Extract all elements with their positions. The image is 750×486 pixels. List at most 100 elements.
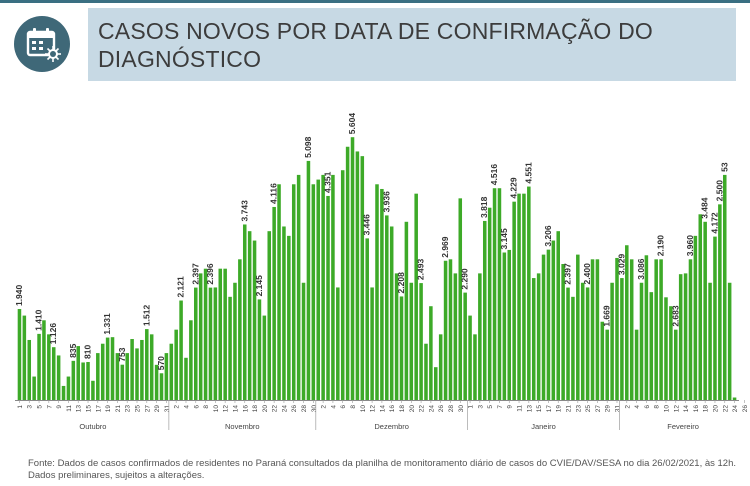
data-label: 2.145	[254, 275, 264, 297]
bar	[213, 287, 218, 400]
x-tick-label: 17	[546, 405, 553, 413]
bar	[473, 334, 477, 400]
bar	[703, 221, 707, 400]
bar	[375, 184, 379, 400]
top-border	[0, 0, 750, 3]
bar	[404, 221, 409, 400]
bar	[478, 273, 482, 400]
data-label: 2.208	[396, 272, 406, 294]
data-label: 835	[68, 343, 78, 357]
x-tick-label: 22	[272, 405, 279, 413]
x-tick-label: 9	[507, 405, 514, 409]
bar	[571, 296, 575, 400]
bar	[502, 252, 507, 400]
x-tick-label: 26	[291, 405, 298, 413]
data-label: 810	[83, 345, 93, 359]
x-tick-label: 10	[360, 405, 367, 413]
data-label: 2.683	[670, 305, 680, 327]
bar	[600, 321, 605, 400]
data-label: 1.940	[14, 284, 24, 306]
data-label: 2.121	[176, 276, 186, 298]
bar	[326, 195, 330, 400]
bar	[389, 226, 394, 400]
data-label: 4.551	[523, 162, 533, 184]
bar	[659, 259, 663, 400]
bar	[120, 364, 125, 400]
bar	[683, 273, 688, 400]
data-label: 2.500	[714, 180, 724, 202]
x-tick-label: 5	[487, 405, 494, 409]
bar	[482, 220, 487, 400]
data-label: 2.396	[205, 263, 215, 285]
bar	[507, 249, 512, 400]
bar	[184, 357, 188, 400]
x-tick-label: 26	[438, 405, 445, 413]
x-tick-label: 5	[37, 405, 44, 409]
bar	[453, 273, 458, 400]
bar	[198, 273, 203, 400]
bar	[561, 264, 565, 400]
bar	[434, 367, 438, 400]
x-tick-label: 30	[458, 405, 465, 413]
calendar-virus-icon	[14, 16, 70, 72]
x-tick-label: 20	[262, 405, 269, 413]
bar	[580, 282, 585, 400]
bar	[311, 184, 316, 400]
bar	[233, 282, 237, 400]
bar	[512, 201, 516, 400]
x-tick-label: 6	[644, 405, 651, 409]
bar	[96, 353, 100, 400]
bar	[639, 282, 644, 400]
x-tick-label: 8	[654, 405, 661, 409]
bar	[247, 231, 252, 400]
bar	[154, 364, 159, 400]
bar	[610, 282, 614, 400]
x-tick-label: 28	[301, 405, 308, 413]
x-tick-label: 9	[56, 405, 63, 409]
x-tick-label: 29	[154, 405, 161, 413]
bar	[605, 329, 609, 400]
x-tick-label: 8	[203, 405, 210, 409]
x-tick-label: 27	[144, 405, 151, 413]
x-tick-label: 20	[712, 405, 719, 413]
data-label: 1.410	[34, 309, 44, 331]
x-tick-label: 23	[575, 405, 582, 413]
bar	[664, 297, 668, 400]
x-tick-label: 31	[615, 405, 622, 413]
x-tick-label: 10	[663, 405, 670, 413]
data-label: 3.936	[381, 191, 391, 213]
bar	[257, 299, 262, 400]
bar	[238, 259, 242, 400]
data-label: 3.960	[685, 235, 695, 257]
bar	[370, 287, 374, 400]
bar	[590, 259, 595, 400]
bar	[399, 296, 404, 400]
bar	[536, 273, 541, 400]
bar	[634, 329, 639, 400]
bar	[522, 193, 526, 400]
x-tick-label: 25	[135, 405, 142, 413]
x-tick-label: 16	[389, 405, 396, 413]
x-tick-label: 4	[634, 405, 641, 409]
data-label: 4.351	[323, 171, 333, 193]
x-tick-label: 15	[86, 405, 93, 413]
x-tick-label: 4	[330, 405, 337, 409]
bar	[385, 215, 389, 400]
data-label: 3.484	[700, 197, 710, 219]
bar	[203, 268, 208, 400]
bar	[443, 260, 448, 400]
bar	[71, 360, 76, 400]
data-label: 5.604	[347, 113, 357, 135]
bar	[458, 198, 463, 400]
x-tick-label: 12	[370, 405, 377, 413]
bar	[669, 306, 673, 400]
bar	[125, 353, 129, 400]
bar	[306, 160, 311, 400]
bar	[497, 188, 502, 400]
bar	[282, 226, 286, 400]
x-tick-label: 24	[732, 405, 739, 413]
x-tick-label: 21	[566, 405, 573, 413]
data-label: 2.190	[656, 235, 666, 257]
x-tick-label: 12	[223, 405, 230, 413]
